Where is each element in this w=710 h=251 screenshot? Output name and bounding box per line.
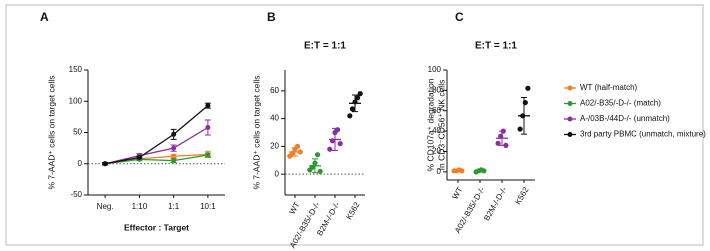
- x-axis-label: Effector : Target: [124, 222, 189, 232]
- legend-label: A-/03B-/44D-/- (unmatch): [580, 114, 670, 123]
- point: [355, 95, 361, 101]
- series-line: [105, 105, 209, 165]
- y-axis-label: % 7-AAD⁺ cells on target cells: [251, 75, 261, 189]
- point: [315, 152, 321, 158]
- error-bar: [499, 130, 505, 146]
- point: [205, 152, 211, 158]
- point: [171, 145, 177, 151]
- y-tick-label: 100: [428, 65, 442, 74]
- y-axis-label: In CD3⁻CD56⁺ NK cells: [436, 80, 446, 171]
- point: [171, 131, 177, 137]
- legend-marker: [567, 116, 573, 122]
- point: [495, 140, 501, 146]
- panel-label: C: [455, 10, 464, 24]
- x-tick-label: WT: [451, 185, 465, 200]
- point: [347, 113, 353, 119]
- legend-marker: [567, 101, 573, 106]
- point: [327, 146, 333, 152]
- y-tick-label: 0: [78, 159, 83, 168]
- point: [205, 125, 211, 130]
- point: [337, 141, 343, 147]
- legend-marker: [567, 85, 573, 91]
- frame: [5, 4, 704, 246]
- error-bar: [352, 94, 358, 113]
- point: [503, 142, 509, 148]
- y-tick-label: 80: [432, 85, 441, 94]
- y-tick-label: 60: [270, 86, 279, 95]
- error-bar: [477, 169, 483, 173]
- point: [357, 91, 363, 97]
- chart-title: E:T = 1:1: [475, 41, 517, 52]
- point: [517, 126, 523, 132]
- point: [205, 103, 211, 109]
- x-tick-label: 1:10: [132, 202, 148, 211]
- y-tick-label: 0: [275, 169, 280, 178]
- point: [171, 153, 177, 159]
- error-bar: [292, 147, 298, 157]
- error-bar: [312, 158, 318, 174]
- point: [136, 155, 142, 160]
- chart-title: E:T = 1:1: [304, 41, 346, 52]
- y-axis-label: % 7-AAD⁺ cells on target cells: [46, 75, 56, 189]
- point: [525, 85, 531, 91]
- x-tick-label: K562: [344, 200, 361, 221]
- y-tick-label: 40: [432, 126, 441, 135]
- y-tick-label: 40: [270, 114, 279, 123]
- point: [102, 161, 108, 167]
- x-tick-label: 10:1: [200, 202, 216, 211]
- y-tick-label: 50: [73, 128, 82, 137]
- y-axis-label: % CD107a⁺ degradation: [425, 78, 435, 171]
- panel-label: A: [40, 10, 49, 24]
- error-bar: [455, 169, 461, 173]
- series-line: [104, 126, 209, 165]
- legend-label: WT (half-match): [580, 83, 638, 92]
- x-tick-label: K562: [513, 185, 530, 206]
- y-tick-label: 20: [270, 141, 279, 150]
- legend-label: A02/-B35/-D-/- (match): [580, 99, 661, 108]
- x-tick-label: 1:1: [168, 202, 180, 211]
- series-line: [105, 154, 208, 165]
- y-tick-label: 150: [69, 65, 83, 74]
- y-tick-label: 60: [432, 106, 441, 115]
- y-tick-label: 20: [432, 147, 441, 156]
- error-bar: [521, 97, 527, 135]
- point: [349, 106, 355, 112]
- panel-label: B: [267, 10, 276, 24]
- point: [171, 158, 177, 164]
- x-tick-label: Neg.: [97, 202, 114, 211]
- legend-label: 3rd party PBMC (unmatch, mixture): [580, 130, 706, 139]
- point: [317, 168, 323, 174]
- legend-marker: [567, 132, 573, 137]
- point: [522, 99, 528, 106]
- y-tick-label: 0: [437, 167, 442, 176]
- y-tick-label: -50: [70, 190, 82, 199]
- error-bar: [332, 127, 338, 152]
- x-tick-label: WT: [288, 200, 302, 215]
- y-tick-label: 100: [69, 96, 83, 105]
